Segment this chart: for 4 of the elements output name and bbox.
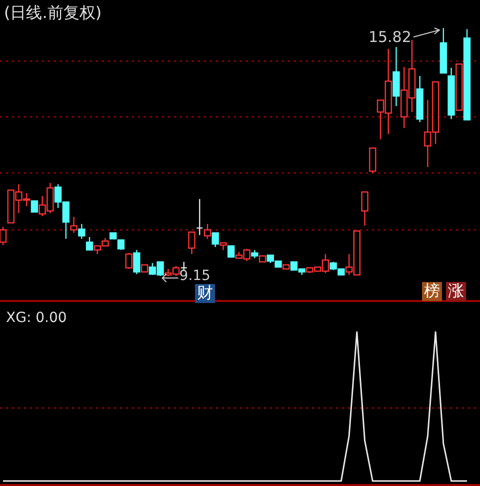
annotation: 9.15 bbox=[179, 268, 210, 284]
chart-title: XG: 0.00 bbox=[6, 310, 67, 326]
chart-title: (日线.前复权) bbox=[4, 3, 102, 22]
annotation: 15.82 bbox=[368, 28, 412, 46]
